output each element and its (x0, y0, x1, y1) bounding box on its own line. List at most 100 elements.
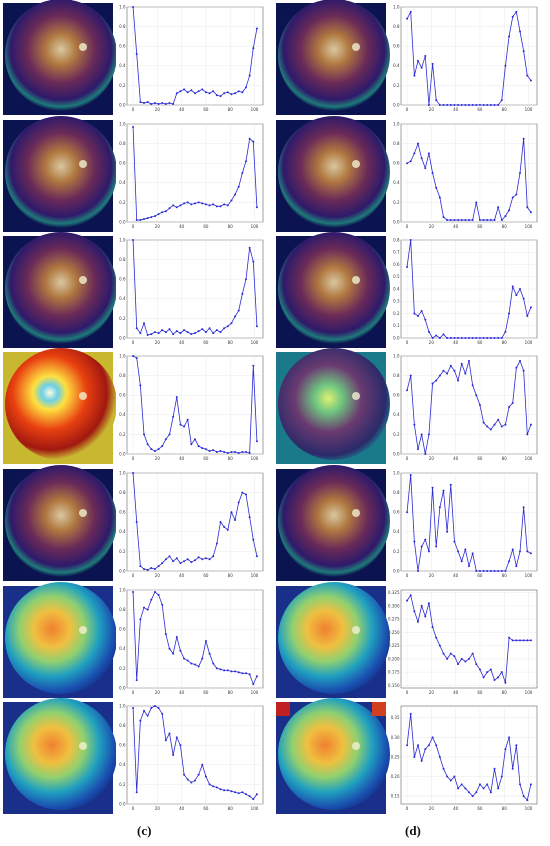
data-point (417, 744, 419, 747)
y-tick-label: 0.20 (391, 774, 400, 779)
data-point (519, 172, 521, 174)
data-point (486, 671, 489, 674)
y-tick-label: 0.0 (393, 568, 400, 573)
data-point (230, 93, 233, 96)
data-point (526, 206, 529, 209)
x-tick-label: 0 (132, 806, 135, 811)
data-point (489, 104, 492, 106)
data-point (482, 570, 485, 572)
y-tick-label: 0.8 (393, 373, 400, 378)
data-point (212, 90, 215, 93)
x-tick-label: 0 (406, 107, 409, 112)
data-point (417, 620, 419, 623)
data-point (153, 450, 156, 453)
data-point (446, 657, 449, 660)
data-point (515, 10, 518, 13)
data-point (478, 668, 481, 671)
data-point (252, 364, 255, 367)
data-point (194, 779, 196, 782)
x-tick-label: 80 (228, 340, 234, 345)
data-point (478, 337, 481, 339)
data-point (248, 795, 251, 798)
data-point (212, 785, 215, 788)
data-point (413, 152, 416, 155)
x-tick-label: 0 (132, 690, 135, 695)
data-point (468, 657, 470, 660)
y-tick-label: 0.225 (388, 643, 400, 648)
data-point (508, 209, 511, 212)
data-point (489, 791, 492, 794)
data-point (457, 663, 460, 666)
data-point (237, 185, 240, 188)
data-point (464, 337, 467, 339)
data-point (208, 783, 211, 786)
data-point (468, 219, 470, 222)
x-tick-label: 100 (525, 224, 533, 229)
data-point (230, 670, 233, 673)
chart-background (116, 586, 266, 698)
heatmap-c-2 (3, 116, 117, 232)
data-point (449, 337, 452, 339)
data-point (230, 199, 233, 202)
heatmap-c-7 (3, 698, 117, 814)
data-point (417, 59, 419, 62)
data-point (153, 705, 156, 707)
y-tick-label: 0.0 (393, 451, 400, 456)
data-point (150, 333, 153, 336)
data-point (139, 219, 142, 222)
data-point (427, 330, 430, 333)
optic-disc (352, 509, 360, 517)
data-point (522, 50, 525, 53)
x-tick-label: 40 (179, 456, 185, 461)
data-point (197, 445, 200, 448)
data-point (529, 783, 532, 786)
panel-label-c: (c) (137, 823, 152, 838)
x-tick-label: 60 (203, 456, 209, 461)
chart-c-2: 0 20 40 60 80 100 0.0 0.2 0.4 0.6 0.8 1.0 (116, 120, 266, 232)
data-point (406, 599, 409, 602)
data-point (226, 91, 229, 94)
x-tick-label: 100 (251, 340, 259, 345)
y-tick-label: 1.0 (119, 470, 126, 475)
data-point (431, 486, 434, 489)
data-point (157, 103, 160, 106)
data-point (186, 558, 189, 561)
data-point (519, 288, 521, 290)
data-point (208, 92, 211, 95)
x-tick-label: 100 (251, 224, 259, 229)
data-point (482, 676, 485, 679)
chart-background (390, 236, 540, 348)
chart-background (390, 352, 540, 464)
heatmap-c-4 (3, 348, 117, 464)
data-point (161, 329, 164, 332)
y-tick-label: 0.0 (393, 335, 400, 340)
data-point (175, 396, 178, 399)
x-tick-label: 20 (155, 224, 161, 229)
data-point (153, 568, 156, 571)
y-tick-label: 0.4 (393, 412, 400, 417)
y-tick-label: 0.2 (119, 782, 126, 787)
data-point (508, 312, 511, 315)
data-point (453, 775, 456, 778)
data-point (157, 593, 160, 596)
data-point (194, 92, 196, 95)
data-point (183, 88, 186, 91)
data-point (482, 787, 485, 790)
x-tick-label: 40 (453, 690, 459, 695)
data-point (529, 552, 532, 555)
x-tick-label: 40 (453, 224, 459, 229)
data-point (486, 337, 489, 339)
x-tick-label: 100 (251, 806, 259, 811)
data-point (442, 333, 445, 336)
data-point (197, 330, 200, 333)
data-point (194, 332, 196, 335)
data-point (478, 219, 481, 222)
y-tick-label: 0.4 (119, 412, 126, 417)
data-point (482, 337, 485, 339)
data-point (406, 265, 409, 268)
fundus-disc (278, 0, 390, 111)
data-point (413, 755, 416, 758)
chart-d-1: 0 20 40 60 80 100 0.0 0.2 0.4 0.6 0.8 1.0 (390, 3, 540, 115)
data-point (157, 332, 160, 335)
corner-hotspot (276, 702, 290, 716)
